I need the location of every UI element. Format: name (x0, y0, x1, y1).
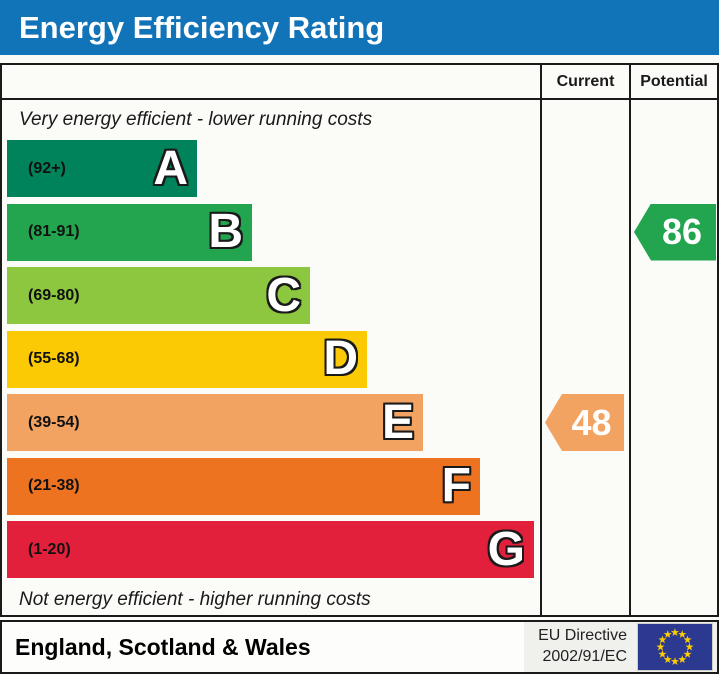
eu-star-icon (683, 649, 692, 658)
band-row: (81-91) B (2, 203, 540, 268)
band-letter: G (486, 522, 526, 576)
band-bar: (21-38) F (7, 457, 480, 515)
band-range-label: (1-20) (28, 540, 71, 558)
band-range-label: (92+) (28, 159, 66, 177)
eu-star-icon (678, 655, 687, 664)
eu-star-icon (678, 630, 687, 638)
band-bar: (81-91) B (7, 203, 252, 261)
chart-title-bar: Energy Efficiency Rating (0, 0, 719, 55)
band-row: (39-54) E (2, 394, 540, 458)
current-rating-arrow: 48 (545, 394, 624, 451)
eu-star-icon (683, 635, 692, 644)
eu-star-icon (670, 628, 680, 636)
potential-column: 86 (631, 100, 717, 615)
footer-bar: England, Scotland & Wales EU Directive 2… (0, 620, 719, 674)
band-bar: (69-80) C (7, 267, 310, 324)
chart-title: Energy Efficiency Rating (19, 9, 385, 45)
band-letter: C (265, 268, 302, 322)
band-row: (55-68) D (2, 330, 540, 395)
band-range-label: (81-91) (28, 223, 80, 240)
bands-column: Very energy efficient - lower running co… (2, 100, 542, 615)
eu-directive-line2: 2002/91/EC (542, 648, 627, 665)
eu-directive-block: EU Directive 2002/91/EC (524, 622, 717, 672)
eu-star-icon (658, 649, 667, 658)
eu-flag-icon (638, 624, 712, 670)
band-range-label: (55-68) (28, 350, 80, 367)
eu-star-icon (670, 657, 680, 665)
eu-star-icon (658, 635, 667, 644)
potential-column-header: Potential (631, 65, 717, 100)
band-bar: (92+) A (7, 140, 197, 197)
eu-star-icon (663, 655, 672, 664)
eu-star-icon (656, 642, 665, 651)
band-row: (21-38) F (2, 457, 540, 522)
region-label: England, Scotland & Wales (15, 633, 311, 660)
band-row: (1-20) G (2, 521, 540, 585)
top-note: Very energy efficient - lower running co… (19, 109, 373, 130)
current-rating-value: 48 (571, 401, 612, 443)
band-range-label: (21-38) (28, 477, 80, 494)
band-letter: E (381, 395, 415, 449)
band-letter: D (322, 332, 359, 385)
potential-rating-arrow: 86 (634, 203, 716, 261)
band-bar: (1-20) G (7, 521, 534, 578)
current-column-header: Current (542, 65, 631, 100)
band-row: (92+) A (2, 140, 540, 204)
eu-directive-text: EU Directive 2002/91/EC (538, 626, 627, 668)
band-letter: A (152, 141, 189, 195)
header-spacer-cell (2, 65, 542, 100)
eu-star-icon (685, 642, 694, 651)
band-bar: (39-54) E (7, 394, 423, 451)
band-range-label: (39-54) (28, 413, 80, 431)
bottom-note: Not energy efficient - higher running co… (19, 588, 371, 610)
band-bar: (55-68) D (7, 330, 367, 388)
band-range-label: (69-80) (28, 286, 80, 304)
bands-container: (92+) A (81-91) B (69-80) C (55-68) D (3… (2, 140, 540, 585)
band-row: (69-80) C (2, 267, 540, 331)
band-letter: F (440, 459, 472, 512)
rating-table: Current Potential Very energy efficient … (0, 63, 719, 617)
eu-star-icon (663, 630, 672, 638)
eu-directive-line1: EU Directive (538, 627, 627, 645)
band-letter: B (207, 205, 244, 258)
current-column: 48 (542, 100, 631, 615)
potential-rating-value: 86 (661, 211, 703, 252)
